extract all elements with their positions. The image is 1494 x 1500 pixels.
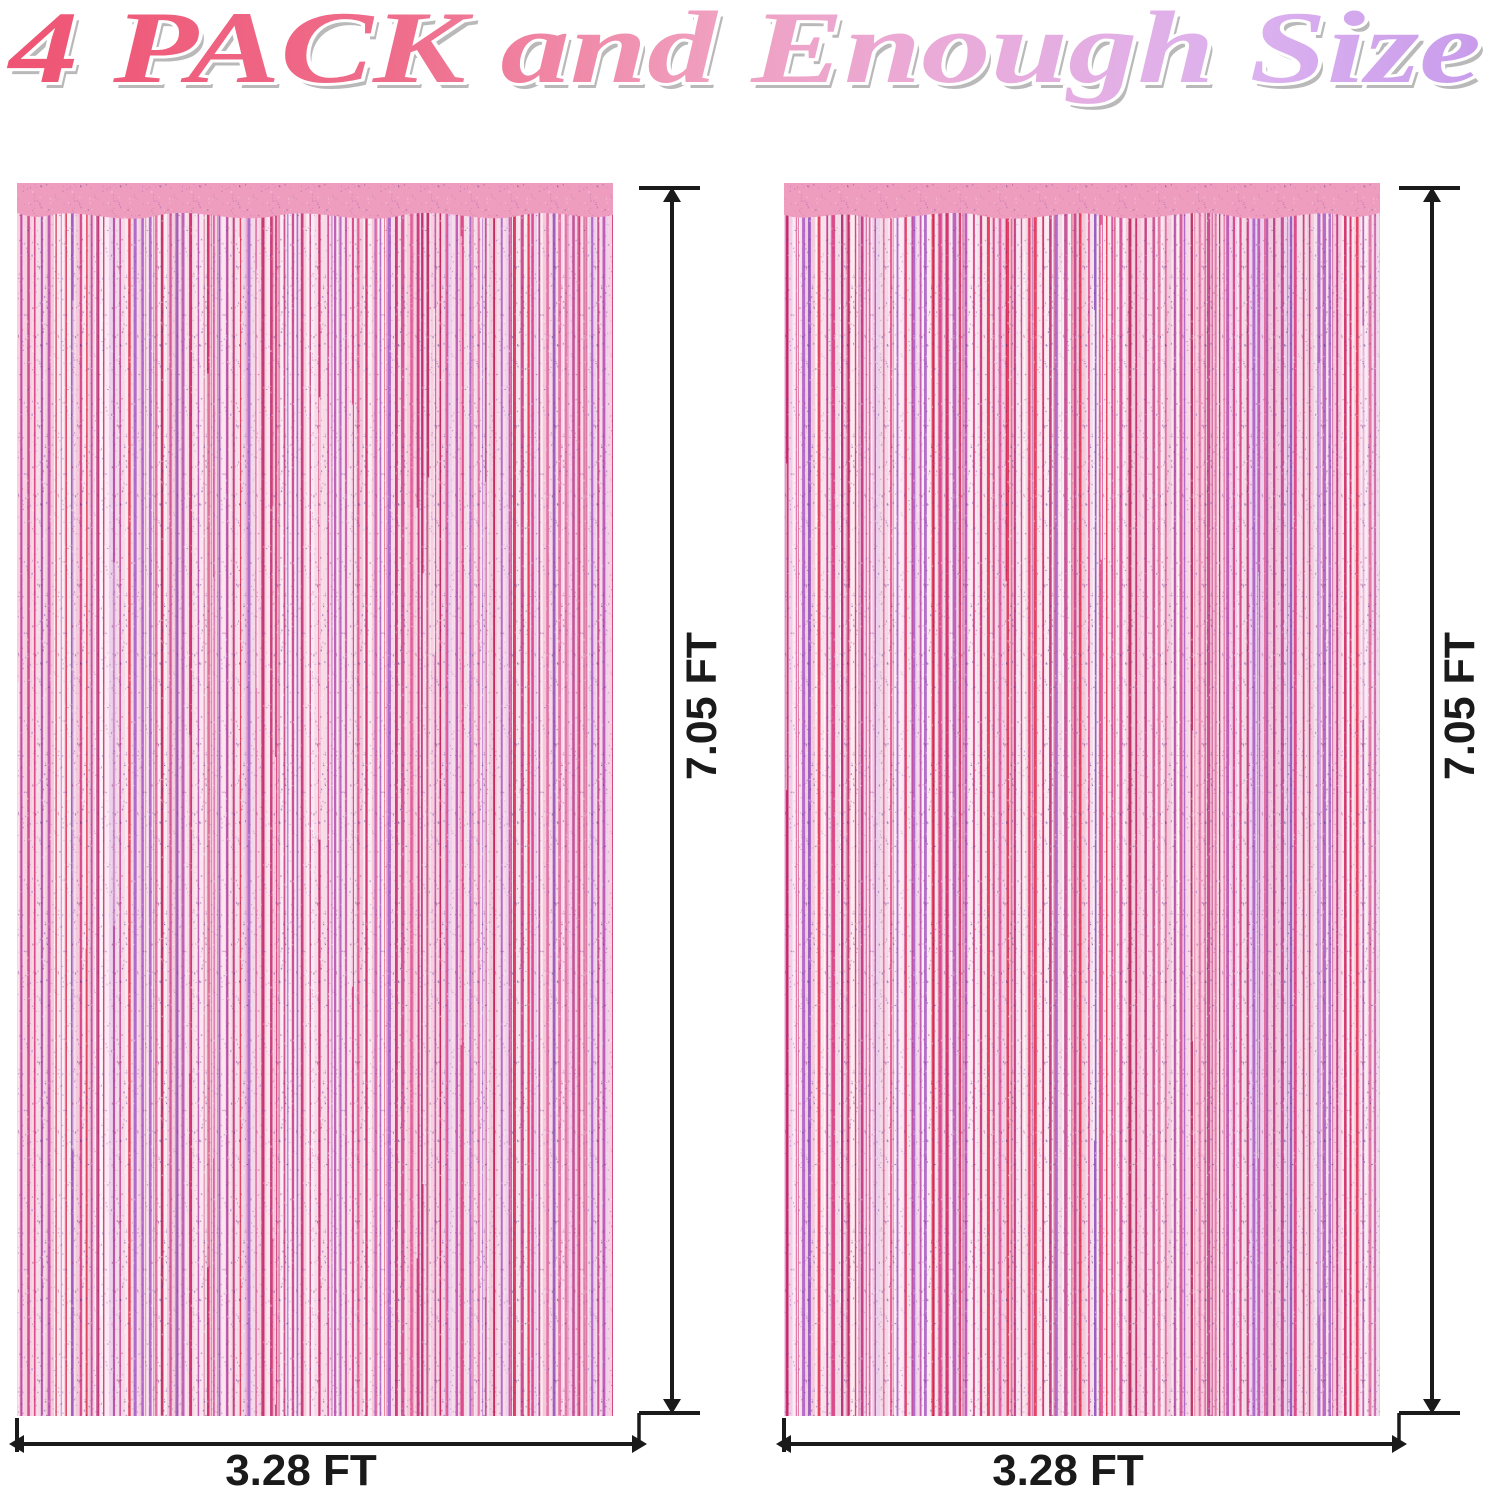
svg-text:3.28 FT: 3.28 FT	[992, 1446, 1144, 1495]
svg-text:7.05 FT: 7.05 FT	[678, 632, 726, 780]
svg-text:3.28 FT: 3.28 FT	[225, 1446, 377, 1495]
svg-text:7.05 FT: 7.05 FT	[1436, 632, 1484, 780]
